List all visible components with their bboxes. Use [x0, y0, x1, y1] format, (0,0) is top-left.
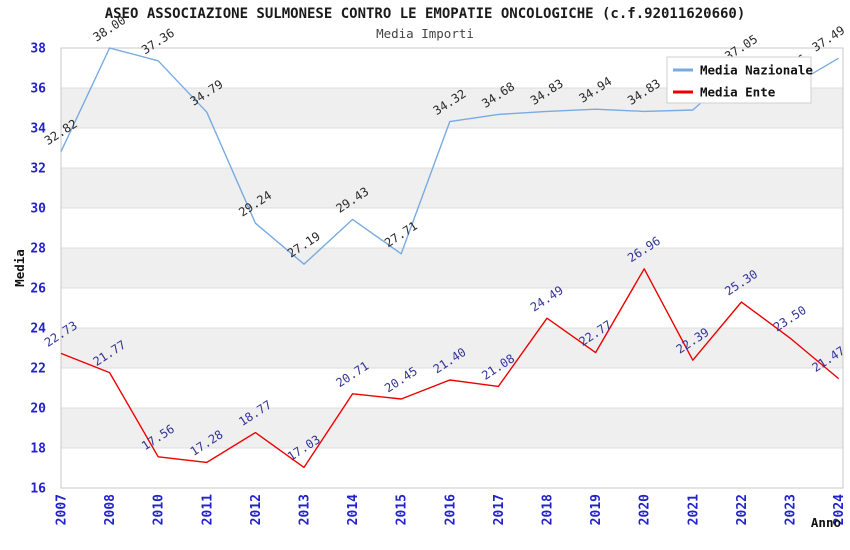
x-axis-title: Anno	[811, 515, 841, 530]
x-tick-label: 2023	[784, 494, 799, 525]
y-tick-label: 32	[30, 162, 46, 177]
plot-band	[61, 408, 843, 448]
y-tick-label: 36	[30, 82, 46, 97]
x-tick-label: 2022	[735, 494, 750, 525]
x-tick-label: 2017	[492, 494, 507, 525]
x-tick-label: 2013	[298, 494, 313, 525]
y-tick-label: 22	[30, 362, 46, 377]
x-tick-label: 2008	[103, 494, 118, 525]
chart-subtitle: Media Importi	[376, 26, 474, 41]
y-tick-label: 24	[30, 322, 46, 337]
plot-border	[60, 47, 844, 489]
y-tick-label: 30	[30, 202, 46, 217]
x-tick-label: 2024	[832, 494, 847, 525]
x-tick-label: 2012	[249, 494, 264, 525]
y-tick-label: 34	[30, 122, 46, 137]
legend-box	[666, 56, 812, 104]
plot-band	[61, 128, 843, 168]
plot-band	[61, 448, 843, 488]
y-tick-label: 28	[30, 242, 46, 257]
legend-label-media-nazionale: Media Nazionale	[700, 63, 813, 78]
plot-band	[61, 168, 843, 208]
plot-band	[61, 328, 843, 368]
x-tick-label: 2014	[346, 494, 361, 525]
y-tick-label: 16	[30, 482, 46, 497]
y-tick-label: 18	[30, 442, 46, 457]
x-tick-label: 2018	[541, 494, 556, 525]
plot-band	[61, 368, 843, 408]
plot-band	[61, 248, 843, 288]
data-point-label: 38.00	[90, 13, 128, 44]
x-tick-label: 2020	[638, 494, 653, 525]
y-tick-label: 26	[30, 282, 46, 297]
x-tick-label: 2015	[395, 494, 410, 525]
legend-label-media-ente: Media Ente	[700, 85, 776, 100]
x-tick-label: 2010	[152, 494, 167, 525]
chart-title: ASEO ASSOCIAZIONE SULMONESE CONTRO LE EM…	[104, 6, 746, 22]
series-line-media-ente	[60, 268, 840, 469]
x-tick-label: 2016	[443, 494, 458, 525]
x-tick-label: 2011	[200, 494, 215, 525]
y-axis-title: Media	[12, 249, 27, 287]
y-tick-label: 20	[30, 402, 46, 417]
y-tick-label: 38	[30, 42, 46, 57]
x-tick-label: 2019	[589, 494, 604, 525]
x-tick-label: 2021	[686, 494, 701, 525]
plot-band	[61, 288, 843, 328]
plot-band	[61, 208, 843, 248]
x-tick-label: 2007	[55, 494, 70, 525]
